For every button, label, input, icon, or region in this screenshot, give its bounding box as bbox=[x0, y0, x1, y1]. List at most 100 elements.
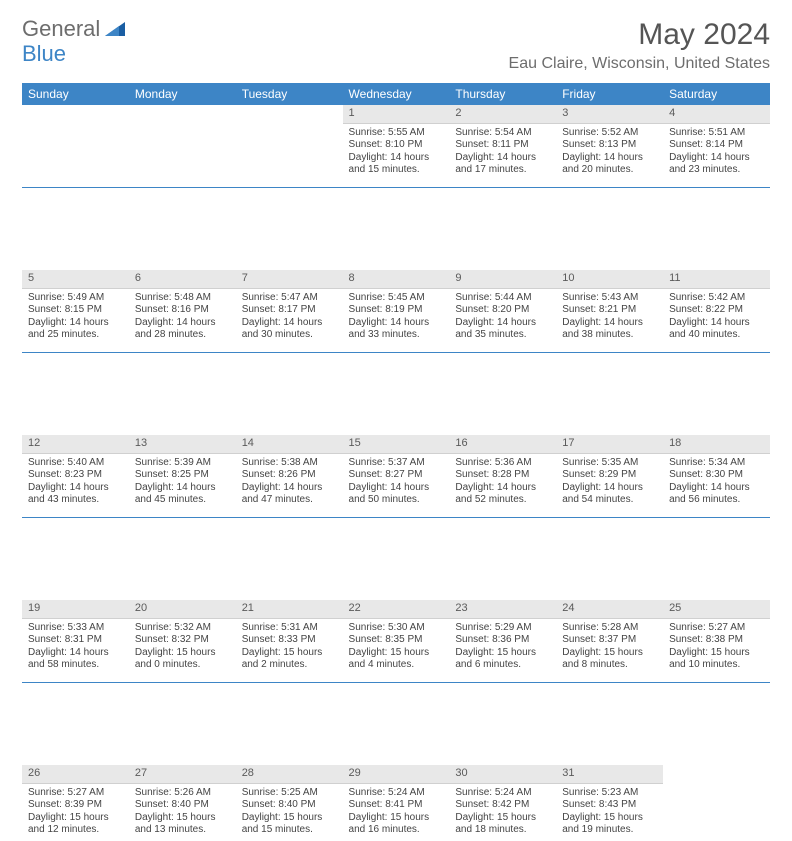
day-details: Sunrise: 5:29 AMSunset: 8:36 PMDaylight:… bbox=[449, 619, 556, 676]
sunset-line: Sunset: 8:39 PM bbox=[28, 799, 123, 812]
daylight-line2: and 0 minutes. bbox=[135, 659, 230, 672]
daylight-line1: Daylight: 14 hours bbox=[349, 317, 444, 330]
calendar-day-cell: 1Sunrise: 5:55 AMSunset: 8:10 PMDaylight… bbox=[343, 105, 450, 188]
sunset-line: Sunset: 8:33 PM bbox=[242, 634, 337, 647]
calendar-day-cell: 11Sunrise: 5:42 AMSunset: 8:22 PMDayligh… bbox=[663, 270, 770, 353]
day-details: Sunrise: 5:28 AMSunset: 8:37 PMDaylight:… bbox=[556, 619, 663, 676]
sunrise-line: Sunrise: 5:54 AM bbox=[455, 127, 550, 140]
calendar-day-cell: 20Sunrise: 5:32 AMSunset: 8:32 PMDayligh… bbox=[129, 600, 236, 683]
sunset-line: Sunset: 8:11 PM bbox=[455, 139, 550, 152]
calendar-day-cell: 21Sunrise: 5:31 AMSunset: 8:33 PMDayligh… bbox=[236, 600, 343, 683]
daylight-line2: and 2 minutes. bbox=[242, 659, 337, 672]
calendar-day-cell: 25Sunrise: 5:27 AMSunset: 8:38 PMDayligh… bbox=[663, 600, 770, 683]
sunset-line: Sunset: 8:10 PM bbox=[349, 139, 444, 152]
daylight-line2: and 15 minutes. bbox=[349, 164, 444, 177]
day-number: 11 bbox=[663, 270, 770, 289]
day-number: 7 bbox=[236, 270, 343, 289]
sunset-line: Sunset: 8:21 PM bbox=[562, 304, 657, 317]
calendar-day-cell: 12Sunrise: 5:40 AMSunset: 8:23 PMDayligh… bbox=[22, 435, 129, 518]
day-number: 20 bbox=[129, 600, 236, 619]
calendar-day-cell: 19Sunrise: 5:33 AMSunset: 8:31 PMDayligh… bbox=[22, 600, 129, 683]
daylight-line1: Daylight: 14 hours bbox=[349, 482, 444, 495]
calendar-page: General Blue May 2024 Eau Claire, Wiscon… bbox=[0, 0, 792, 841]
sunrise-line: Sunrise: 5:33 AM bbox=[28, 622, 123, 635]
sunset-line: Sunset: 8:38 PM bbox=[669, 634, 764, 647]
day-details: Sunrise: 5:45 AMSunset: 8:19 PMDaylight:… bbox=[343, 289, 450, 346]
sunset-line: Sunset: 8:19 PM bbox=[349, 304, 444, 317]
daylight-line1: Daylight: 14 hours bbox=[562, 482, 657, 495]
daylight-line2: and 28 minutes. bbox=[135, 329, 230, 342]
sunset-line: Sunset: 8:37 PM bbox=[562, 634, 657, 647]
sunset-line: Sunset: 8:30 PM bbox=[669, 469, 764, 482]
day-number: 23 bbox=[449, 600, 556, 619]
day-number: 22 bbox=[343, 600, 450, 619]
calendar-day-cell bbox=[129, 105, 236, 188]
daylight-line1: Daylight: 14 hours bbox=[669, 152, 764, 165]
sunset-line: Sunset: 8:15 PM bbox=[28, 304, 123, 317]
daylight-line1: Daylight: 14 hours bbox=[242, 482, 337, 495]
daylight-line1: Daylight: 15 hours bbox=[242, 812, 337, 825]
location-subtitle: Eau Claire, Wisconsin, United States bbox=[509, 55, 770, 73]
day-number: 16 bbox=[449, 435, 556, 454]
sunrise-line: Sunrise: 5:35 AM bbox=[562, 457, 657, 470]
day-details: Sunrise: 5:35 AMSunset: 8:29 PMDaylight:… bbox=[556, 454, 663, 511]
daylight-line1: Daylight: 14 hours bbox=[562, 152, 657, 165]
day-number: 13 bbox=[129, 435, 236, 454]
calendar-week-row: 12Sunrise: 5:40 AMSunset: 8:23 PMDayligh… bbox=[22, 435, 770, 518]
calendar-day-cell: 27Sunrise: 5:26 AMSunset: 8:40 PMDayligh… bbox=[129, 765, 236, 841]
day-details: Sunrise: 5:27 AMSunset: 8:39 PMDaylight:… bbox=[22, 784, 129, 841]
daylight-line2: and 13 minutes. bbox=[135, 824, 230, 837]
sunrise-line: Sunrise: 5:44 AM bbox=[455, 292, 550, 305]
day-details: Sunrise: 5:38 AMSunset: 8:26 PMDaylight:… bbox=[236, 454, 343, 511]
calendar-day-cell: 30Sunrise: 5:24 AMSunset: 8:42 PMDayligh… bbox=[449, 765, 556, 841]
sunrise-line: Sunrise: 5:30 AM bbox=[349, 622, 444, 635]
weekday-header: Tuesday bbox=[236, 83, 343, 105]
calendar-day-cell bbox=[236, 105, 343, 188]
calendar-day-cell: 6Sunrise: 5:48 AMSunset: 8:16 PMDaylight… bbox=[129, 270, 236, 353]
sunset-line: Sunset: 8:25 PM bbox=[135, 469, 230, 482]
sunset-line: Sunset: 8:40 PM bbox=[135, 799, 230, 812]
day-details: Sunrise: 5:25 AMSunset: 8:40 PMDaylight:… bbox=[236, 784, 343, 841]
daylight-line1: Daylight: 14 hours bbox=[349, 152, 444, 165]
day-number: 18 bbox=[663, 435, 770, 454]
sunset-line: Sunset: 8:27 PM bbox=[349, 469, 444, 482]
calendar-day-cell: 16Sunrise: 5:36 AMSunset: 8:28 PMDayligh… bbox=[449, 435, 556, 518]
sunrise-line: Sunrise: 5:45 AM bbox=[349, 292, 444, 305]
sunrise-line: Sunrise: 5:25 AM bbox=[242, 787, 337, 800]
calendar-week-row: 1Sunrise: 5:55 AMSunset: 8:10 PMDaylight… bbox=[22, 105, 770, 188]
calendar-day-cell: 28Sunrise: 5:25 AMSunset: 8:40 PMDayligh… bbox=[236, 765, 343, 841]
calendar-day-cell: 17Sunrise: 5:35 AMSunset: 8:29 PMDayligh… bbox=[556, 435, 663, 518]
calendar-day-cell: 29Sunrise: 5:24 AMSunset: 8:41 PMDayligh… bbox=[343, 765, 450, 841]
sunrise-line: Sunrise: 5:52 AM bbox=[562, 127, 657, 140]
calendar-day-cell: 9Sunrise: 5:44 AMSunset: 8:20 PMDaylight… bbox=[449, 270, 556, 353]
day-number: 3 bbox=[556, 105, 663, 124]
sunset-line: Sunset: 8:42 PM bbox=[455, 799, 550, 812]
sunrise-line: Sunrise: 5:55 AM bbox=[349, 127, 444, 140]
daylight-line2: and 47 minutes. bbox=[242, 494, 337, 507]
calendar-day-cell: 7Sunrise: 5:47 AMSunset: 8:17 PMDaylight… bbox=[236, 270, 343, 353]
day-number: 9 bbox=[449, 270, 556, 289]
day-number: 14 bbox=[236, 435, 343, 454]
daylight-line1: Daylight: 14 hours bbox=[455, 152, 550, 165]
sunrise-line: Sunrise: 5:38 AM bbox=[242, 457, 337, 470]
sunset-line: Sunset: 8:13 PM bbox=[562, 139, 657, 152]
calendar-table: SundayMondayTuesdayWednesdayThursdayFrid… bbox=[22, 83, 770, 841]
day-details: Sunrise: 5:23 AMSunset: 8:43 PMDaylight:… bbox=[556, 784, 663, 841]
daylight-line2: and 56 minutes. bbox=[669, 494, 764, 507]
logo: General Blue bbox=[22, 18, 125, 67]
calendar-day-cell: 13Sunrise: 5:39 AMSunset: 8:25 PMDayligh… bbox=[129, 435, 236, 518]
weekday-header: Saturday bbox=[663, 83, 770, 105]
daylight-line1: Daylight: 14 hours bbox=[28, 482, 123, 495]
sunset-line: Sunset: 8:36 PM bbox=[455, 634, 550, 647]
daylight-line1: Daylight: 14 hours bbox=[242, 317, 337, 330]
day-number: 5 bbox=[22, 270, 129, 289]
header: General Blue May 2024 Eau Claire, Wiscon… bbox=[22, 18, 770, 73]
day-number: 28 bbox=[236, 765, 343, 784]
day-number: 31 bbox=[556, 765, 663, 784]
sunrise-line: Sunrise: 5:27 AM bbox=[669, 622, 764, 635]
sunrise-line: Sunrise: 5:48 AM bbox=[135, 292, 230, 305]
day-details: Sunrise: 5:37 AMSunset: 8:27 PMDaylight:… bbox=[343, 454, 450, 511]
day-number: 27 bbox=[129, 765, 236, 784]
sunset-line: Sunset: 8:22 PM bbox=[669, 304, 764, 317]
daylight-line2: and 10 minutes. bbox=[669, 659, 764, 672]
